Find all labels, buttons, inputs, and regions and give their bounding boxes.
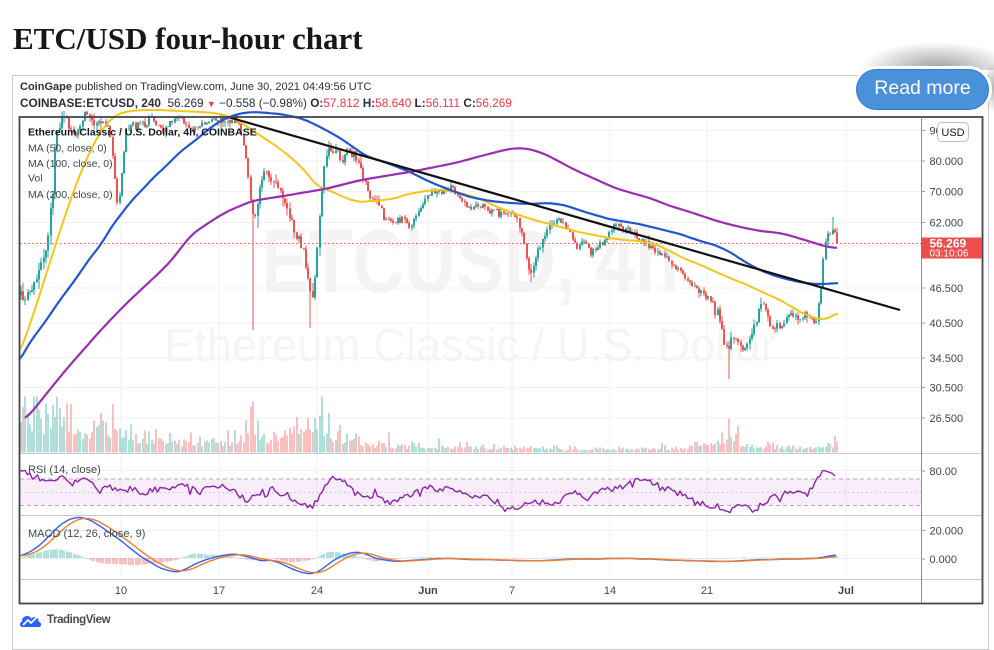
svg-text:10: 10 <box>115 585 127 597</box>
svg-text:34.500: 34.500 <box>930 353 964 365</box>
svg-text:26.500: 26.500 <box>930 413 964 425</box>
svg-text:MACD (12, 26, close, 9): MACD (12, 26, close, 9) <box>28 528 145 540</box>
svg-text:USD: USD <box>941 127 964 139</box>
svg-text:80.000: 80.000 <box>930 156 964 168</box>
svg-text:62.000: 62.000 <box>930 218 964 230</box>
svg-text:14: 14 <box>604 585 616 597</box>
svg-text:Ethereum Classic / U.S. Dollar: Ethereum Classic / U.S. Dollar, 4h, COIN… <box>28 127 257 139</box>
svg-text:21: 21 <box>701 585 713 597</box>
svg-text:7: 7 <box>509 585 515 597</box>
svg-text:MA (100, close, 0): MA (100, close, 0) <box>28 158 113 170</box>
svg-text:56.269: 56.269 <box>930 237 967 251</box>
svg-text:RSI (14, close): RSI (14, close) <box>28 464 101 476</box>
svg-text:46.500: 46.500 <box>930 283 964 295</box>
svg-text:40.500: 40.500 <box>930 318 964 330</box>
svg-text:Vol: Vol <box>28 173 43 185</box>
svg-text:Jul: Jul <box>838 585 854 597</box>
svg-text:MA (50, close, 0): MA (50, close, 0) <box>28 143 107 155</box>
svg-text:Jun: Jun <box>418 585 438 597</box>
svg-text:03:10:06: 03:10:06 <box>930 249 969 260</box>
svg-text:20.000: 20.000 <box>930 526 964 538</box>
svg-text:MA (200, close, 0): MA (200, close, 0) <box>28 189 113 201</box>
svg-text:ETCUSD, 4h: ETCUSD, 4h <box>261 212 679 312</box>
svg-text:Ethereum Classic / U.S. Dollar: Ethereum Classic / U.S. Dollar <box>164 319 776 371</box>
svg-text:24: 24 <box>311 585 323 597</box>
svg-text:70.000: 70.000 <box>930 187 964 199</box>
svg-text:0.000: 0.000 <box>930 554 958 566</box>
svg-text:17: 17 <box>213 585 225 597</box>
svg-text:80.00: 80.00 <box>930 466 958 478</box>
svg-text:30.500: 30.500 <box>930 383 964 395</box>
